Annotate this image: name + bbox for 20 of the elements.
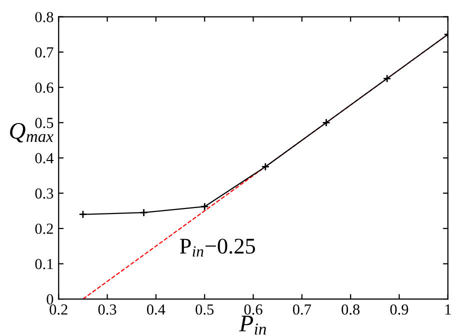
x-tick-label: 0.7 — [292, 304, 312, 315]
x-tick-label: 0.2 — [50, 304, 68, 315]
y-tick-label: 0.5 — [35, 118, 54, 128]
x-tick-label: 0.3 — [98, 304, 116, 315]
y-tick-label: 0.6 — [35, 82, 54, 93]
x-tick-label: 0.8 — [342, 304, 360, 315]
x-tick-label: 1 — [445, 304, 451, 314]
y-tick-label: 0.1 — [35, 258, 53, 270]
x-tick-label: 0.5 — [196, 304, 214, 315]
x-axis-title: P$_{in}$ — [239, 316, 266, 334]
y-tick-label: 0.4 — [35, 153, 54, 164]
y-tick-label: 0.3 — [35, 188, 54, 199]
x-tick-label: 0.9 — [390, 304, 408, 315]
y-tick-label: 0.8 — [35, 12, 54, 22]
y-tick-label: 0.2 — [35, 224, 53, 234]
y-tick-label: 0.7 — [35, 47, 54, 58]
x-tick-label: 0.4 — [146, 304, 166, 315]
x-tick-label: 0.6 — [244, 304, 262, 315]
annotation: P$_{in}$−0.25 — [180, 238, 255, 257]
y-tick-label: 0 — [46, 294, 54, 304]
